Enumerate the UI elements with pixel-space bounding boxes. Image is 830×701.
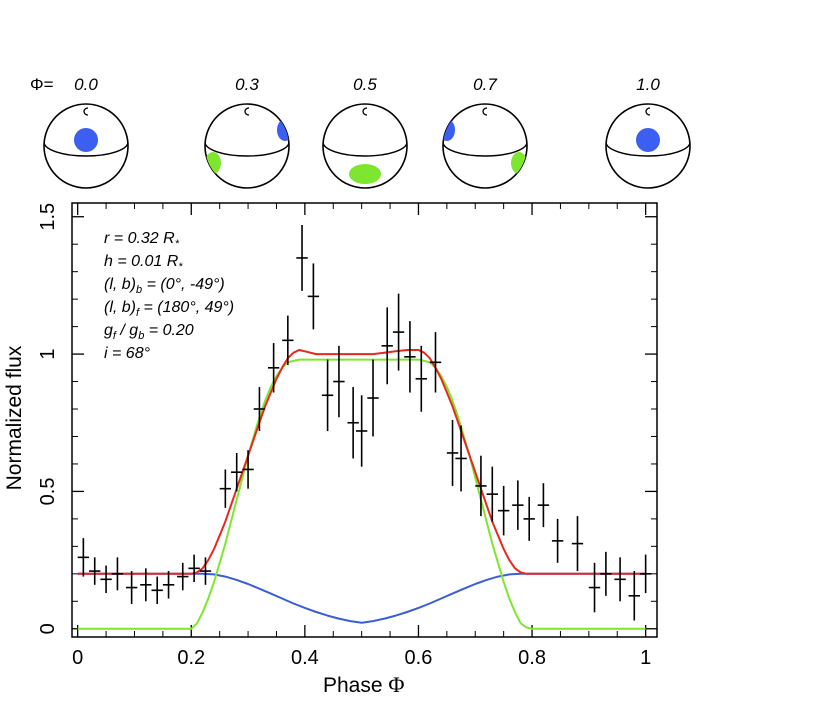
x-tick-label: 0.6 [405, 647, 433, 669]
front-spot [349, 164, 381, 184]
x-tick-label: 0.2 [177, 647, 205, 669]
data-point [307, 263, 320, 330]
pole-marker [244, 107, 250, 116]
equator-line [205, 141, 289, 157]
phase-sphere: 0.5 [322, 75, 408, 189]
data-point [177, 562, 189, 591]
back-spot [277, 119, 289, 141]
y-axis-label: Normalized flux [3, 345, 26, 490]
phase-panel-label: Φ= [30, 75, 54, 94]
data-point [151, 576, 163, 605]
data-point [242, 450, 254, 489]
data-point [415, 345, 427, 412]
data-point [588, 562, 601, 613]
data-point [523, 496, 535, 541]
observed-data [77, 224, 652, 621]
phase-sphere: 0.7 [442, 75, 528, 189]
y-tick-label: 1.5 [37, 203, 59, 231]
data-point [188, 554, 200, 583]
sphere-row: 0.0 0.3 0.5 0.7 1.0 [43, 75, 691, 189]
plot-frame [71, 202, 658, 638]
pole-marker [83, 107, 89, 116]
data-point [253, 387, 266, 431]
pole-marker [645, 107, 651, 116]
data-point [429, 332, 442, 393]
data-point [404, 321, 416, 393]
x-tick-label: 1 [640, 647, 651, 669]
data-point [321, 359, 334, 431]
data-point [296, 224, 308, 291]
data-point [140, 568, 152, 602]
data-point [551, 518, 564, 563]
data-point [219, 469, 232, 508]
annotation-inclination: i = 68° [104, 345, 151, 362]
series-total-model [77, 349, 646, 575]
data-point [455, 425, 467, 492]
phase-label: 0.5 [353, 75, 377, 94]
data-point [267, 343, 280, 393]
parameter-annotations: r = 0.32 R* h = 0.01 R* (l, b)b = (0°, -… [104, 230, 234, 362]
data-point [77, 538, 90, 577]
data-point [475, 455, 487, 517]
data-point [125, 571, 138, 605]
data-point [162, 571, 175, 599]
series-back-spot [77, 572, 646, 624]
data-point [347, 387, 359, 459]
data-point [89, 557, 101, 585]
equator-line [323, 141, 407, 157]
x-tick-label: 0.8 [518, 647, 546, 669]
phase-label: 1.0 [636, 75, 660, 94]
phase-sphere: 1.0 [605, 75, 691, 189]
x-axis: 0 0.2 0.4 0.6 0.8 1 [72, 203, 651, 669]
data-point [512, 480, 524, 530]
phase-label: 0.0 [74, 75, 98, 94]
data-point [446, 420, 459, 486]
data-point [628, 571, 640, 621]
annotation-radius: r = 0.32 R* [104, 230, 180, 250]
phase-panel: Φ= 0.0 0.3 0.5 0.7 1.0 [30, 75, 691, 189]
phase-label: 0.7 [473, 75, 497, 94]
back-spot [74, 128, 98, 152]
series-front-spot [77, 358, 646, 630]
data-point [486, 466, 498, 522]
data-point [282, 315, 294, 366]
data-point [537, 483, 550, 528]
data-point [367, 359, 379, 437]
data-point [111, 557, 124, 591]
annotation-height: h = 0.01 R* [104, 253, 183, 273]
data-point [497, 485, 510, 536]
annotation-back-spot-position: (l, b)b = (0°, -49°) [104, 276, 225, 296]
y-tick-label: 0.5 [37, 478, 59, 506]
data-point [571, 516, 584, 572]
x-tick-label: 0 [72, 647, 83, 669]
model-curves [77, 349, 646, 630]
equator-line [606, 141, 690, 157]
data-point [614, 557, 626, 602]
equator-line [44, 141, 128, 157]
data-point [100, 565, 112, 594]
pole-marker [362, 107, 368, 116]
data-point [355, 395, 368, 467]
y-tick-label: 1 [37, 349, 59, 360]
annotation-front-spot-position: (l, b)f = (180°, 49°) [104, 299, 234, 319]
pole-marker [482, 107, 488, 116]
back-spot [636, 128, 660, 152]
data-point [639, 554, 652, 594]
annotation-emissivity-ratio: gf / gb = 0.20 [104, 322, 194, 342]
x-tick-label: 0.4 [291, 647, 319, 669]
data-point [231, 452, 243, 492]
data-point [199, 557, 212, 585]
data-point [392, 293, 405, 371]
phase-label: 0.3 [235, 75, 259, 94]
data-point [333, 345, 345, 418]
data-point [381, 307, 393, 385]
back-spot [443, 119, 455, 141]
equator-line [443, 141, 527, 157]
phase-sphere: 0.3 [204, 75, 290, 189]
x-axis-label: Phase Φ [323, 672, 404, 697]
phase-sphere: 0.0 [43, 75, 129, 189]
data-point [600, 551, 612, 596]
y-tick-label: 0 [37, 623, 59, 634]
